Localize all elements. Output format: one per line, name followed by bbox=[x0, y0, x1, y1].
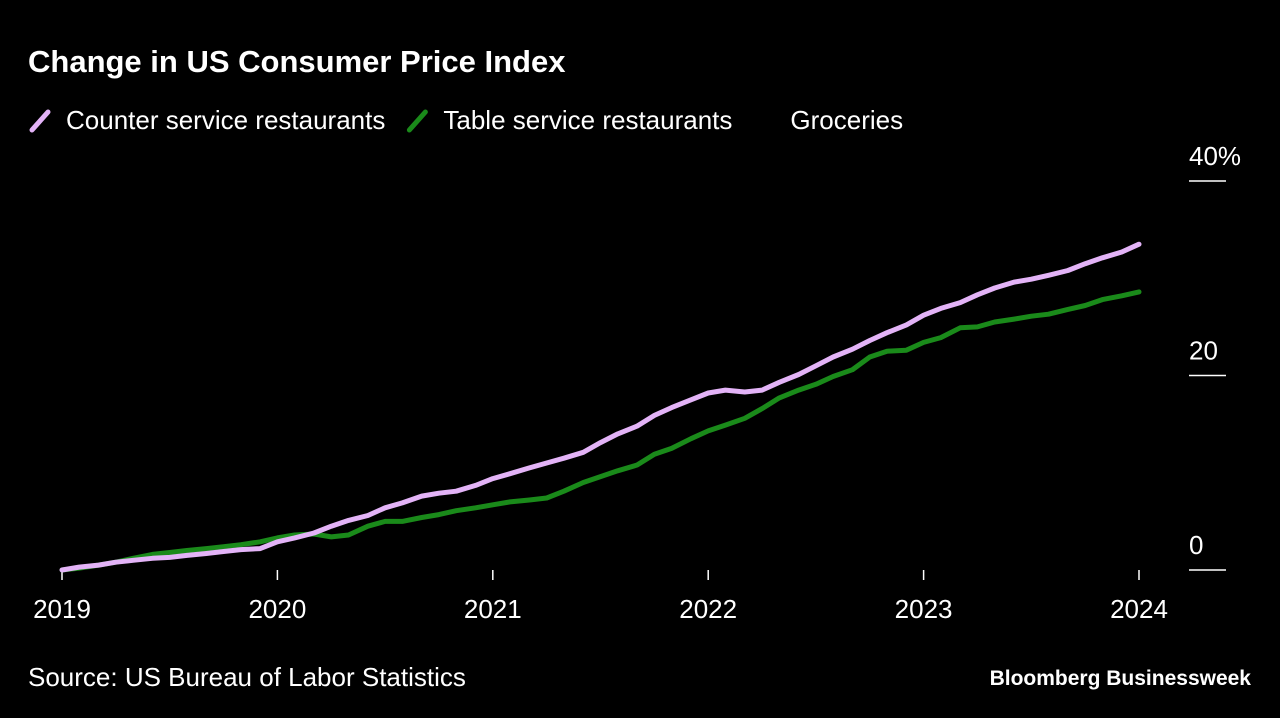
legend-swatch bbox=[406, 109, 428, 133]
x-tick-label: 2023 bbox=[895, 594, 953, 624]
y-tick-label: 20 bbox=[1189, 336, 1218, 366]
legend-label: Counter service restaurants bbox=[66, 105, 385, 135]
y-tick-label: 0 bbox=[1189, 530, 1203, 560]
legend-swatch bbox=[29, 109, 51, 133]
y-tick-label: 40% bbox=[1189, 141, 1241, 171]
legend-label: Groceries bbox=[790, 105, 903, 135]
legend-label: Table service restaurants bbox=[443, 105, 732, 135]
chart-title: Change in US Consumer Price Index bbox=[28, 44, 566, 79]
x-tick-label: 2020 bbox=[248, 594, 306, 624]
x-tick-label: 2022 bbox=[679, 594, 737, 624]
series-line bbox=[59, 289, 1142, 573]
x-tick-label: 2019 bbox=[33, 594, 91, 624]
x-tick-label: 2024 bbox=[1110, 594, 1168, 624]
x-tick-label: 2021 bbox=[464, 594, 522, 624]
brand: Bloomberg Businessweek bbox=[990, 667, 1252, 690]
source: Source: US Bureau of Labor Statistics bbox=[28, 662, 466, 692]
legend-swatch bbox=[753, 109, 775, 133]
series-line bbox=[59, 241, 1142, 573]
